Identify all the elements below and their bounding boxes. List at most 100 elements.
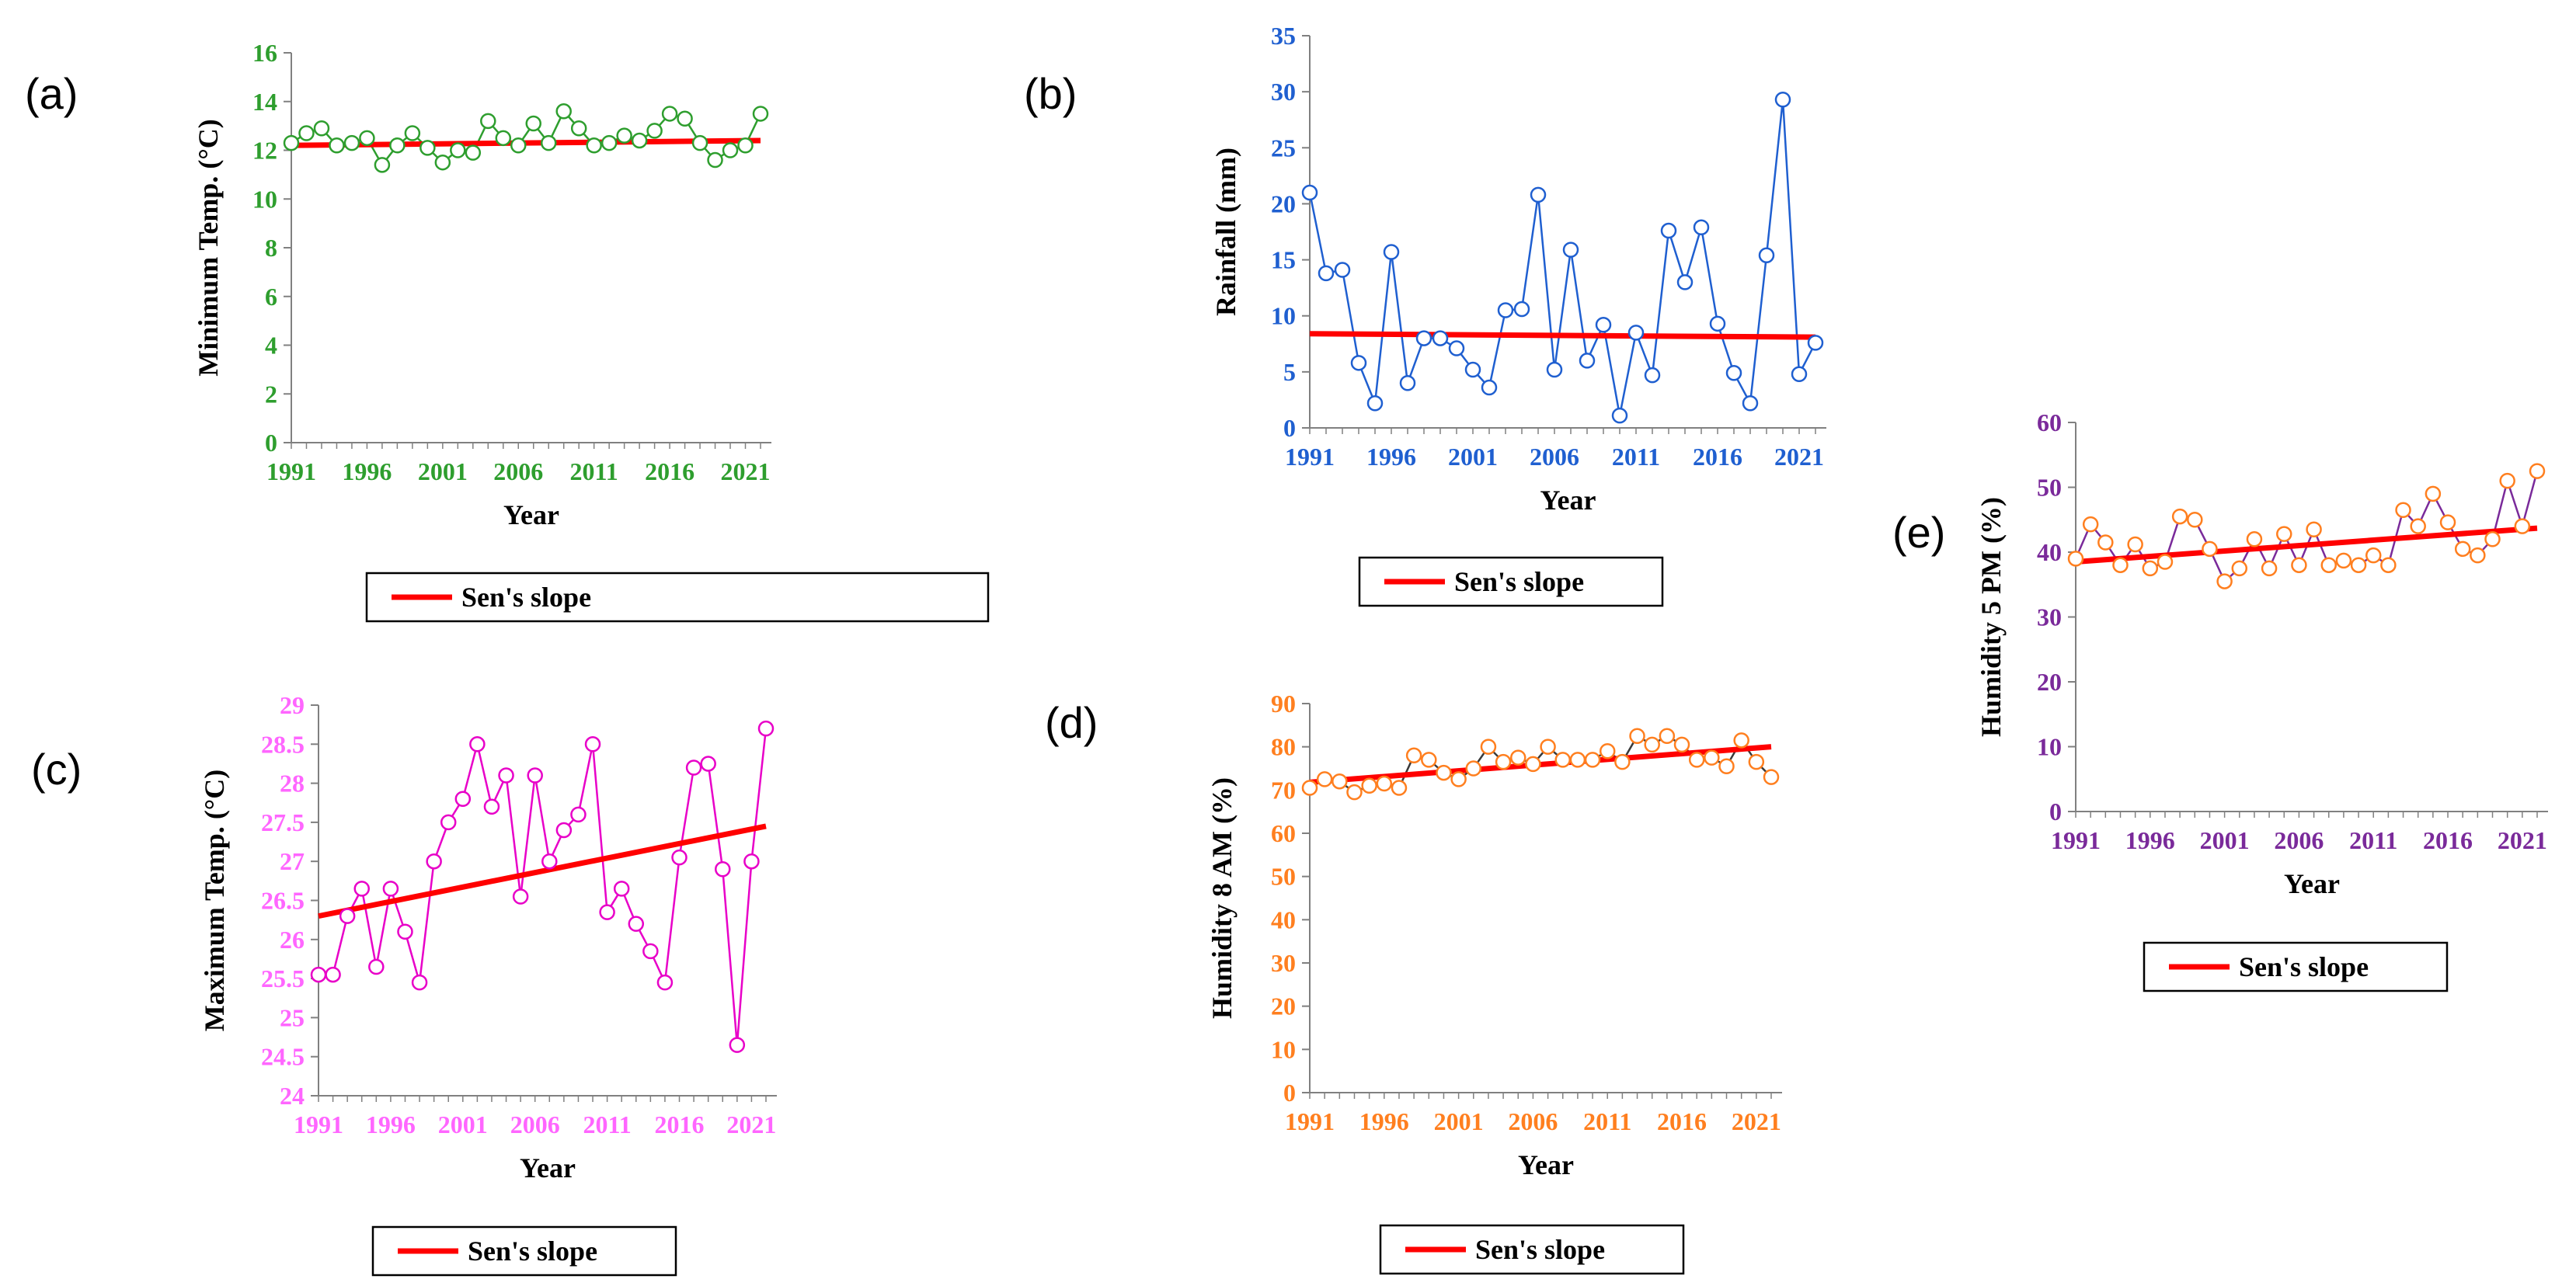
data-point	[661, 106, 678, 122]
x-tick-label: 2021	[726, 1110, 776, 1138]
data-point	[1366, 395, 1384, 412]
y-tick-label: 0	[265, 429, 277, 457]
data-point	[454, 791, 472, 807]
chart-panel-5: (e) 0 10 20 30 40 50 60 1991 1996 2001 2006 2011 2016…	[1892, 408, 2548, 992]
x-tick-label: 2001	[418, 457, 468, 485]
x-tick-label: 2016	[645, 457, 694, 485]
data-point	[498, 767, 514, 784]
data-point	[339, 908, 356, 924]
data-point	[646, 123, 663, 139]
y-tick-label: 25	[280, 1003, 305, 1031]
y-tick-label: 40	[2037, 538, 2062, 566]
data-point	[1480, 739, 1497, 755]
data-point	[2470, 547, 2486, 564]
y-tick-label: 16	[252, 39, 277, 67]
x-tick-label: 2001	[438, 1110, 488, 1138]
y-tick-label: 10	[252, 185, 277, 213]
data-point	[2112, 557, 2129, 573]
x-tick-label: 2006	[493, 457, 543, 485]
data-point	[2216, 573, 2233, 589]
data-point	[298, 125, 315, 141]
data-point	[1540, 739, 1556, 755]
y-tick-label: 10	[1271, 302, 1296, 330]
data-point	[2127, 536, 2143, 553]
data-point	[555, 103, 572, 120]
y-tick-label: 20	[2037, 668, 2062, 696]
x-tick-label: 1991	[266, 457, 316, 485]
sens-slope-line	[1309, 331, 1816, 340]
data-point	[1391, 780, 1408, 796]
data-point	[1510, 749, 1526, 766]
y-tick-label: 4	[265, 332, 277, 360]
x-tick-label: 2006	[1530, 443, 1579, 471]
data-point	[677, 110, 693, 127]
x-axis-title: Year	[2284, 868, 2340, 899]
data-point	[570, 120, 587, 137]
data-point	[411, 974, 428, 991]
data-point	[729, 1037, 746, 1053]
data-point	[1334, 262, 1351, 278]
data-point	[1421, 752, 1437, 768]
data-point	[1383, 244, 1400, 260]
data-point	[691, 134, 708, 151]
y-tick-label: 60	[2037, 408, 2062, 436]
data-point	[1611, 407, 1628, 424]
panel-label: (b)	[1024, 69, 1077, 118]
legend: Sen's slope	[371, 1225, 677, 1277]
data-point	[1513, 301, 1530, 318]
y-tick-label: 26.5	[261, 887, 305, 915]
data-point	[480, 113, 496, 130]
sens-slope-line	[318, 823, 767, 919]
data-point	[419, 140, 436, 156]
y-tick-label: 0	[1283, 1079, 1296, 1107]
x-tick-label: 2001	[2200, 826, 2250, 854]
data-point	[2484, 531, 2501, 547]
y-tick-label: 24.5	[261, 1043, 305, 1071]
x-tick-label: 1991	[1285, 1107, 1335, 1135]
data-point	[1301, 780, 1318, 796]
y-tick-label: 50	[2037, 474, 2062, 502]
x-tick-label: 2001	[1434, 1107, 1484, 1135]
y-tick-label: 12	[252, 137, 277, 165]
x-tick-label: 2006	[2274, 826, 2324, 854]
data-point	[1405, 747, 1422, 764]
legend: Sen's slope	[2143, 941, 2449, 992]
data-point	[495, 130, 512, 147]
data-point	[2231, 560, 2248, 577]
data-point	[1579, 353, 1596, 369]
panel-label: (c)	[31, 745, 82, 794]
x-tick-label: 2021	[721, 457, 771, 485]
data-point	[512, 888, 529, 905]
data-point	[1569, 752, 1586, 768]
data-point	[586, 137, 602, 154]
data-point	[1525, 756, 1541, 773]
panel-label: (a)	[25, 69, 78, 118]
data-point	[1599, 742, 1616, 759]
legend-label: Sen's slope	[461, 582, 591, 613]
x-tick-label: 1996	[1359, 1107, 1409, 1135]
x-tick-label: 1991	[2051, 826, 2101, 854]
legend-label: Sen's slope	[2239, 951, 2369, 982]
data-point	[1346, 784, 1363, 801]
data-point	[743, 853, 760, 870]
data-point	[1332, 773, 1348, 790]
chart-panel-1: (a) 0 2 4 6 8 10 12 14 16 1991 1996 2001 2006 2011 2016…	[25, 39, 990, 623]
x-tick-label: 1991	[1285, 443, 1335, 471]
data-point	[1301, 184, 1318, 201]
x-axis-title: Year	[520, 1152, 576, 1183]
x-tick-label: 2011	[1583, 1107, 1631, 1135]
data-point	[343, 134, 360, 151]
data-point	[382, 881, 399, 897]
data-point	[757, 720, 775, 737]
y-tick-label: 28.5	[261, 730, 305, 758]
data-point	[1758, 247, 1775, 264]
data-point	[1673, 736, 1690, 753]
data-point	[1676, 274, 1694, 290]
data-point	[2425, 485, 2442, 502]
data-point	[2142, 560, 2159, 577]
data-point	[283, 134, 300, 151]
data-point	[1497, 302, 1514, 318]
data-point	[1629, 728, 1645, 744]
data-point	[1450, 771, 1467, 787]
